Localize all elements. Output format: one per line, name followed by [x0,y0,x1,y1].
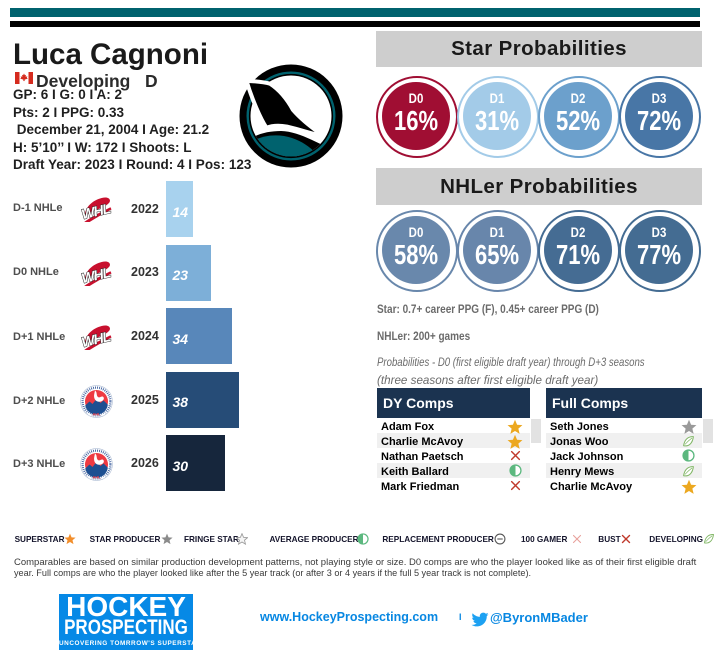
svg-text:WHL: WHL [80,328,112,350]
svg-text:WHL: WHL [80,200,112,222]
svg-text:WHL: WHL [80,264,112,286]
svg-text:AHL: AHL [92,475,101,480]
svg-text:AHL: AHL [92,412,101,417]
